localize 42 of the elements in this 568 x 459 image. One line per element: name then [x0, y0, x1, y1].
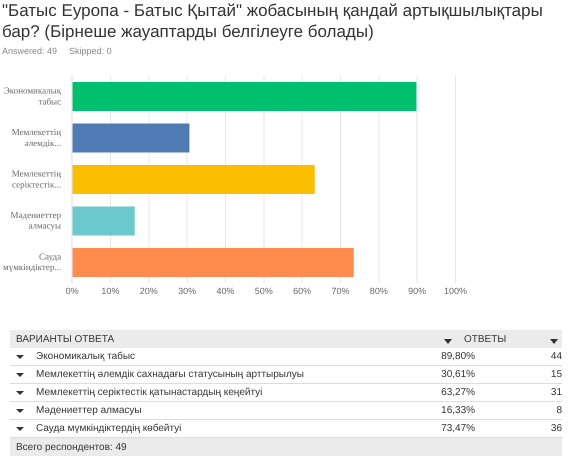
x-tick-label: 50%	[254, 286, 273, 296]
bar	[72, 124, 190, 153]
text: 89,80%	[441, 351, 476, 362]
x-tick-label: 70%	[331, 286, 350, 296]
bar	[72, 82, 416, 112]
text: ОТВЕТЫ	[463, 334, 508, 344]
text: 15	[550, 369, 562, 380]
text: Skipped: 0	[69, 46, 112, 56]
y-tick-label: Мемлекеттің әлемдік...	[12, 126, 62, 148]
text: 31	[550, 387, 562, 398]
x-tick-label: 40%	[216, 286, 234, 296]
text: ВАРИАНТЫ ОТВЕТА	[15, 334, 116, 344]
x-tick-label: 10%	[101, 286, 120, 296]
x-tick-label: 90%	[408, 286, 426, 296]
x-tick-label: 20%	[140, 286, 158, 296]
text: 16,33%	[441, 405, 476, 416]
text: Мәдениеттер алмасуы	[36, 405, 143, 416]
text: Экономикалық табыс	[36, 351, 136, 362]
text: 30,61%	[441, 369, 476, 380]
text: 73,47%	[441, 423, 476, 434]
x-tick-label: 100%	[444, 286, 468, 296]
text: Мемлекеттің әлемдік сахнадағы статусының арттырылуы	[36, 369, 305, 380]
text: Answered: 49	[2, 46, 58, 56]
x-tick-label: 30%	[178, 286, 196, 296]
bar	[72, 206, 135, 236]
text: Мемлекеттің серіктестік қатынастардың кеңейтуі	[36, 387, 264, 398]
y-tick-label: Экономикалық табыс	[4, 86, 62, 106]
x-tick-label: 0%	[66, 286, 79, 296]
text: 8	[555, 405, 562, 416]
text: Всего респондентов: 49	[10, 438, 562, 456]
bar	[72, 164, 315, 194]
x-tick-label: 80%	[370, 286, 388, 296]
text: 63,27%	[441, 387, 476, 398]
bar	[72, 248, 354, 277]
y-tick-label: Мәдениеттер алмасуы	[10, 210, 62, 231]
text: Сауда мүмкіндіктердің көбейтуі	[36, 423, 182, 434]
chart-title: "Батыс Еуропа - Батыс Қытай" жобасының қандай артықшылықтары бар? (Бірнеше жауаптарды белгілеуге болады)	[1, 0, 544, 42]
text: 36	[550, 423, 562, 434]
text: 44	[550, 351, 562, 362]
x-tick-label: 60%	[293, 286, 312, 296]
y-tick-label: Мемлекеттің серіктестік...	[12, 168, 62, 190]
y-tick-label: Сауда мүмкіндіктер...	[3, 251, 62, 272]
